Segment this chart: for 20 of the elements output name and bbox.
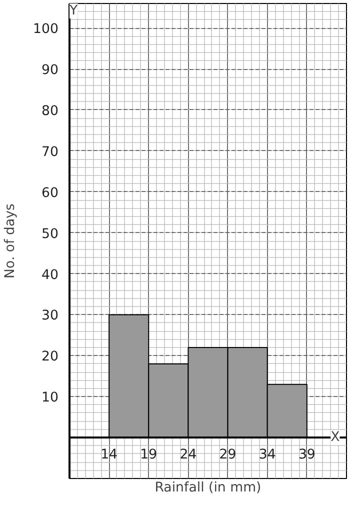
annotation: Y (68, 4, 78, 18)
y-tick-label: 80 (42, 104, 59, 119)
x-tick-label: 19 (140, 448, 158, 463)
x-tick-label: 14 (100, 448, 118, 463)
y-tick-label: 100 (33, 22, 59, 38)
y-tick-label: 50 (42, 226, 59, 242)
y-tick-label: 90 (42, 63, 59, 78)
y-tick-label: 20 (42, 350, 59, 365)
x-axis-title: Rainfall (in mm) (154, 480, 262, 496)
y-tick-label: 70 (42, 144, 59, 160)
x-tick-label: 24 (180, 448, 197, 463)
x-tick-label: 34 (258, 448, 276, 463)
y-tick-label: 10 (42, 390, 59, 406)
annotation: X (330, 430, 340, 446)
x-tick-label: 29 (219, 448, 236, 463)
y-tick-label: 40 (42, 268, 59, 283)
x-tick-label: 39 (298, 448, 316, 463)
y-tick-label: 30 (42, 308, 59, 324)
y-axis-title: No. of days (3, 203, 18, 278)
y-tick-label: 60 (42, 186, 59, 201)
